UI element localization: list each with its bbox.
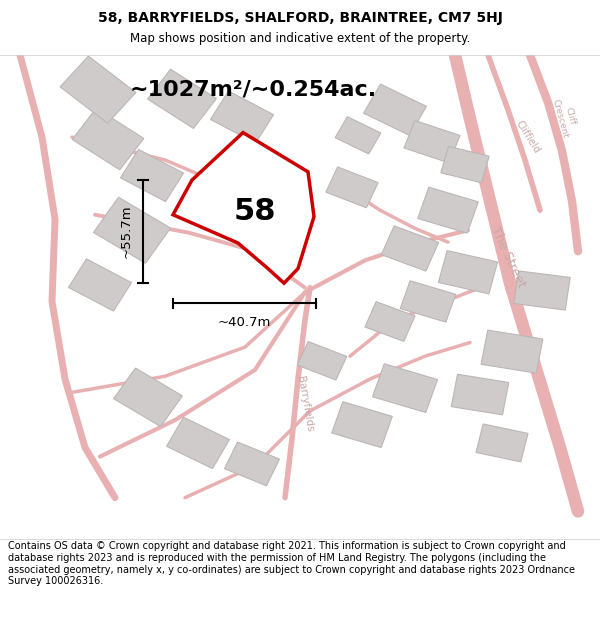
Text: Barryfields: Barryfields (295, 375, 315, 432)
Polygon shape (60, 56, 136, 123)
Text: 58: 58 (234, 198, 276, 226)
Polygon shape (364, 84, 427, 136)
Polygon shape (148, 69, 217, 128)
Polygon shape (451, 374, 509, 415)
Polygon shape (365, 302, 415, 341)
Polygon shape (113, 368, 182, 426)
Polygon shape (121, 149, 184, 202)
Text: Contains OS data © Crown copyright and database right 2021. This information is : Contains OS data © Crown copyright and d… (8, 541, 575, 586)
Polygon shape (418, 188, 478, 233)
Polygon shape (224, 442, 280, 486)
Polygon shape (211, 91, 274, 143)
Polygon shape (94, 198, 170, 263)
Text: ~55.7m: ~55.7m (120, 205, 133, 258)
Polygon shape (476, 424, 528, 462)
Polygon shape (72, 108, 144, 170)
Polygon shape (382, 226, 439, 271)
Polygon shape (441, 146, 489, 182)
Text: 58, BARRYFIELDS, SHALFORD, BRAINTREE, CM7 5HJ: 58, BARRYFIELDS, SHALFORD, BRAINTREE, CM… (98, 11, 502, 25)
Text: ~40.7m: ~40.7m (218, 316, 271, 329)
Polygon shape (173, 132, 314, 283)
Polygon shape (514, 271, 570, 310)
Polygon shape (326, 167, 378, 208)
Polygon shape (332, 402, 392, 448)
Polygon shape (400, 281, 456, 322)
Text: ~1027m²/~0.254ac.: ~1027m²/~0.254ac. (130, 79, 377, 99)
Polygon shape (404, 121, 460, 163)
Polygon shape (68, 259, 131, 311)
Text: Cliffield: Cliffield (514, 119, 542, 156)
Text: Cliff
Crescent: Cliff Crescent (550, 95, 580, 139)
Polygon shape (297, 341, 347, 380)
Text: Map shows position and indicative extent of the property.: Map shows position and indicative extent… (130, 32, 470, 45)
Polygon shape (335, 117, 381, 154)
Polygon shape (373, 364, 437, 413)
Polygon shape (167, 418, 229, 469)
Polygon shape (481, 330, 543, 373)
Polygon shape (439, 251, 497, 294)
Text: The Street: The Street (488, 225, 528, 290)
